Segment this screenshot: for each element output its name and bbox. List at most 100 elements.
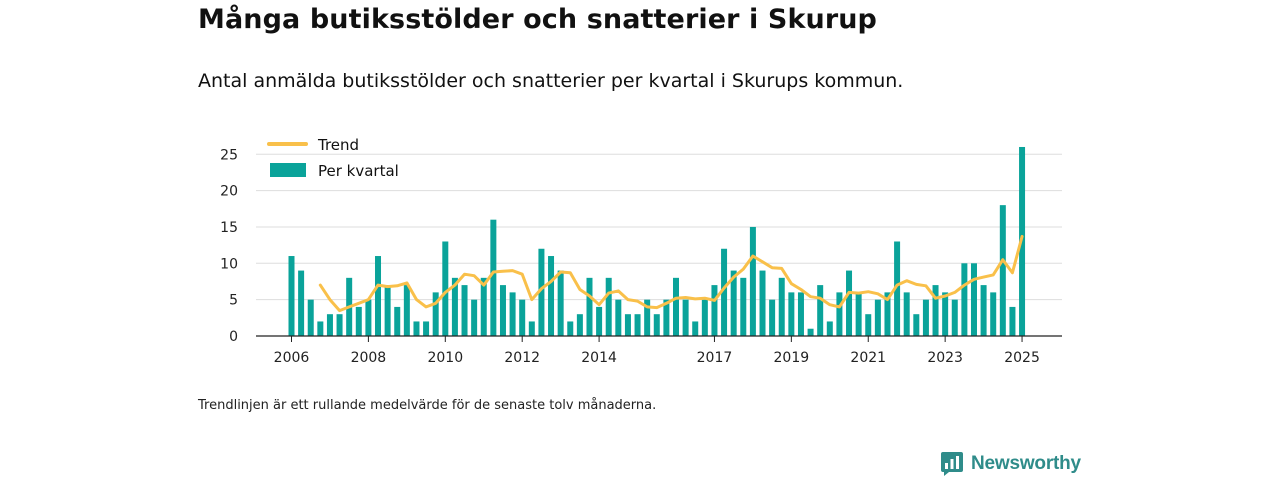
y-tick-label: 0 — [229, 329, 238, 345]
y-tick-label: 20 — [220, 184, 238, 200]
legend: Trend Per kvartal — [267, 136, 399, 180]
bar — [721, 248, 728, 336]
legend-bar-swatch — [270, 163, 306, 177]
bar — [596, 306, 603, 336]
bar — [624, 314, 631, 336]
bar — [307, 299, 314, 336]
bar — [942, 292, 949, 336]
bar — [894, 241, 901, 336]
chart-title: Många butiksstölder och snatterier i Sku… — [198, 4, 877, 35]
bar — [605, 277, 612, 336]
bar — [317, 321, 324, 336]
bar — [749, 226, 756, 336]
bar — [817, 285, 824, 336]
bar — [576, 314, 583, 336]
bar — [288, 256, 295, 336]
bar — [365, 299, 372, 336]
x-tick-label: 2012 — [504, 350, 540, 366]
bar — [903, 292, 910, 336]
bar — [557, 270, 564, 336]
brand-name: Newsworthy — [971, 453, 1081, 474]
bar-series — [288, 146, 1026, 336]
bar — [653, 314, 660, 336]
bar — [778, 277, 785, 336]
bar — [836, 292, 843, 336]
bar — [1009, 306, 1016, 336]
bar — [528, 321, 535, 336]
bar — [403, 285, 410, 336]
bar — [970, 263, 977, 336]
bar — [932, 285, 939, 336]
bar — [586, 277, 593, 336]
bar — [538, 248, 545, 336]
bar — [807, 328, 814, 336]
x-tick-label: 2023 — [927, 350, 963, 366]
x-tick-label: 2014 — [581, 350, 617, 366]
newsworthy-logo-icon — [941, 452, 963, 476]
bar — [394, 306, 401, 336]
chart-subtitle: Antal anmälda butiksstölder och snatteri… — [198, 70, 904, 92]
bar — [759, 270, 766, 336]
y-tick-label: 5 — [229, 293, 238, 309]
bar — [567, 321, 574, 336]
bar — [413, 321, 420, 336]
bar — [548, 256, 555, 336]
bar — [874, 299, 881, 336]
bar — [663, 299, 670, 336]
bar — [298, 270, 305, 336]
bar — [769, 299, 776, 336]
bar — [355, 306, 362, 336]
bar — [480, 277, 487, 336]
bar — [673, 277, 679, 336]
bar — [846, 270, 853, 336]
bar — [999, 205, 1006, 336]
bar — [692, 321, 699, 336]
bar — [922, 299, 929, 336]
bar — [682, 299, 689, 336]
bar — [797, 292, 804, 336]
legend-bar-label: Per kvartal — [318, 162, 399, 180]
x-tick-label: 2019 — [774, 350, 810, 366]
bar — [423, 321, 430, 336]
bar — [711, 285, 718, 336]
bar — [509, 292, 516, 336]
bar — [865, 314, 872, 336]
bar — [336, 314, 343, 336]
bar — [375, 256, 382, 336]
bar — [884, 292, 891, 336]
x-tick-label: 2010 — [427, 350, 463, 366]
bar — [471, 299, 478, 336]
bar — [442, 241, 449, 336]
y-tick-label: 15 — [220, 220, 238, 236]
bar — [451, 277, 458, 336]
bar — [740, 277, 747, 336]
bar — [519, 299, 526, 336]
trend-line — [318, 234, 1024, 313]
bar — [461, 285, 468, 336]
y-tick-label: 25 — [220, 147, 238, 163]
bar — [326, 314, 333, 336]
bar — [980, 285, 987, 336]
x-tick-label: 2006 — [274, 350, 310, 366]
bar — [951, 299, 958, 336]
bar — [961, 263, 968, 336]
bar — [913, 314, 920, 336]
x-tick-label: 2025 — [1004, 350, 1040, 366]
bar — [990, 292, 997, 336]
x-tick-label: 2008 — [351, 350, 387, 366]
bar — [730, 270, 737, 336]
bar — [615, 299, 622, 336]
bar — [701, 299, 708, 336]
bar — [432, 292, 439, 336]
brand-logo: Newsworthy — [940, 451, 1081, 477]
bar — [490, 219, 497, 336]
x-tick-label: 2017 — [697, 350, 733, 366]
bar — [644, 299, 651, 336]
x-tick-label: 2021 — [850, 350, 886, 366]
bar — [384, 285, 391, 336]
bar — [855, 292, 862, 336]
y-tick-label: 10 — [220, 256, 238, 272]
bar — [788, 292, 795, 336]
